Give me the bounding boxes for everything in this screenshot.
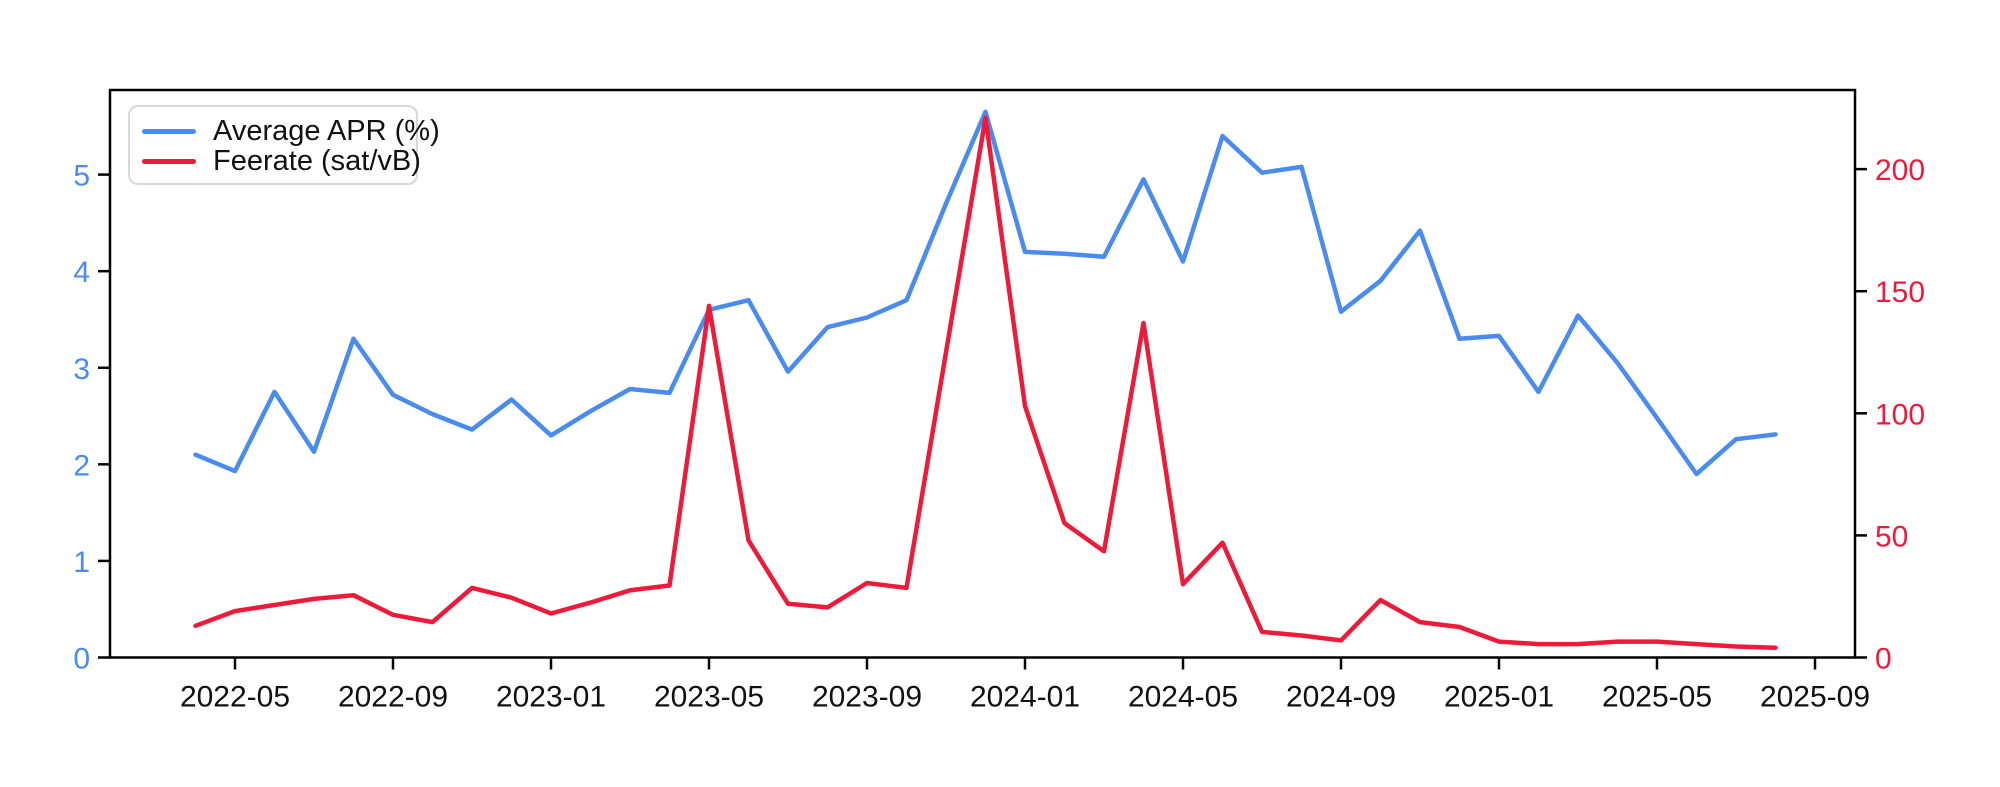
x-tick-label: 2024-09 [1286, 681, 1396, 714]
x-tick-label: 2024-01 [970, 681, 1080, 714]
x-tick-label: 2022-05 [180, 681, 290, 714]
y-right-tick-label: 100 [1875, 398, 1925, 431]
apr-legend-label: Average APR (%) [213, 115, 440, 147]
x-tick-label: 2025-01 [1444, 681, 1554, 714]
legend-row-apr: Average APR (%) [142, 116, 440, 146]
y-right-tick-label: 200 [1875, 154, 1925, 187]
y-axis-left: 0 1 2 3 4 5 [73, 160, 110, 676]
legend: Average APR (%) Feerate (sat/vB) [128, 105, 440, 185]
y-left-tick-label: 0 [73, 643, 90, 676]
y-right-tick-label: 50 [1875, 520, 1908, 553]
y-left-tick-label: 4 [73, 256, 90, 289]
feerate-line [193, 115, 1778, 650]
axes-spines [108, 88, 1857, 659]
y-right-tick-label: 150 [1875, 276, 1925, 309]
apr-line-swatch [142, 128, 196, 134]
x-tick-label: 2023-09 [812, 681, 922, 714]
apr-line [193, 109, 1778, 477]
x-tick-label: 2023-01 [496, 681, 606, 714]
legend-row-feerate: Feerate (sat/vB) [142, 146, 421, 176]
y-left-tick-label: 3 [73, 353, 90, 386]
x-tick-label: 2024-05 [1128, 681, 1238, 714]
feerate-line-swatch [142, 158, 196, 164]
y-axis-right: 0 50 100 150 200 [1855, 154, 1925, 676]
y-left-tick-label: 1 [73, 546, 90, 579]
feerate-legend-label: Feerate (sat/vB) [213, 145, 421, 177]
y-left-tick-label: 2 [73, 449, 90, 482]
x-tick-label: 2025-09 [1760, 681, 1870, 714]
y-right-tick-label: 0 [1875, 643, 1892, 676]
x-axis: 2022-05 2022-09 2023-01 2023-05 2023-09 2024-… [180, 657, 1870, 714]
y-left-tick-label: 5 [73, 160, 90, 193]
x-tick-label: 2022-09 [338, 681, 448, 714]
plot-frame [108, 88, 1857, 659]
x-tick-label: 2023-05 [654, 681, 764, 714]
x-tick-label: 2025-05 [1602, 681, 1712, 714]
series-lines [193, 109, 1778, 650]
